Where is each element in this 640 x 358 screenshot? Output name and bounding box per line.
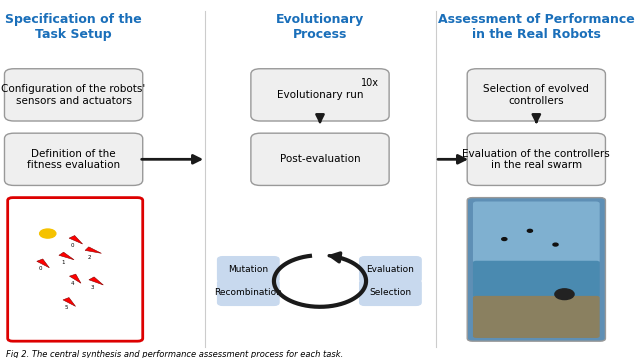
FancyBboxPatch shape [473, 202, 600, 263]
FancyBboxPatch shape [467, 198, 605, 341]
FancyBboxPatch shape [467, 133, 605, 185]
Text: 1: 1 [61, 260, 65, 265]
FancyBboxPatch shape [473, 261, 600, 297]
Text: Evaluation: Evaluation [367, 265, 414, 274]
Text: 2: 2 [88, 255, 92, 260]
Circle shape [502, 238, 507, 241]
Text: Fig 2. The central synthesis and performance assessment process for each task.: Fig 2. The central synthesis and perform… [6, 350, 344, 358]
Polygon shape [36, 259, 49, 268]
Text: 5: 5 [65, 305, 68, 310]
FancyBboxPatch shape [4, 69, 143, 121]
Polygon shape [89, 277, 103, 285]
Text: Evolutionary run: Evolutionary run [276, 90, 364, 100]
FancyBboxPatch shape [251, 133, 389, 185]
Text: Definition of the
fitness evaluation: Definition of the fitness evaluation [27, 149, 120, 170]
Text: Post-evaluation: Post-evaluation [280, 154, 360, 164]
Polygon shape [85, 247, 101, 253]
Polygon shape [70, 274, 81, 283]
Text: Selection of evolved
controllers: Selection of evolved controllers [483, 84, 589, 106]
FancyBboxPatch shape [4, 133, 143, 185]
Text: Selection: Selection [369, 288, 412, 297]
Circle shape [527, 229, 532, 232]
FancyBboxPatch shape [467, 69, 605, 121]
FancyBboxPatch shape [218, 280, 279, 305]
FancyBboxPatch shape [360, 257, 421, 282]
FancyBboxPatch shape [218, 257, 279, 282]
Circle shape [553, 243, 558, 246]
Text: 3: 3 [91, 285, 95, 290]
Text: 0: 0 [71, 243, 74, 248]
Text: Configuration of the robots'
sensors and actuators: Configuration of the robots' sensors and… [1, 84, 146, 106]
Polygon shape [69, 236, 83, 244]
Circle shape [555, 289, 574, 300]
Text: Recombination: Recombination [214, 288, 282, 297]
FancyBboxPatch shape [360, 280, 421, 305]
Text: 0: 0 [38, 266, 42, 271]
FancyBboxPatch shape [8, 198, 143, 341]
FancyBboxPatch shape [473, 296, 600, 338]
Circle shape [40, 229, 56, 238]
Text: Mutation: Mutation [228, 265, 268, 274]
Polygon shape [63, 297, 76, 306]
Text: Specification of the
Task Setup: Specification of the Task Setup [5, 13, 142, 40]
Polygon shape [59, 252, 74, 260]
Text: Evaluation of the controllers
in the real swarm: Evaluation of the controllers in the rea… [463, 149, 610, 170]
FancyBboxPatch shape [251, 69, 389, 121]
Text: 4: 4 [70, 281, 74, 286]
Text: 10x: 10x [361, 78, 379, 88]
Text: Assessment of Performance
in the Real Robots: Assessment of Performance in the Real Ro… [438, 13, 635, 40]
Text: Evolutionary
Process: Evolutionary Process [276, 13, 364, 40]
